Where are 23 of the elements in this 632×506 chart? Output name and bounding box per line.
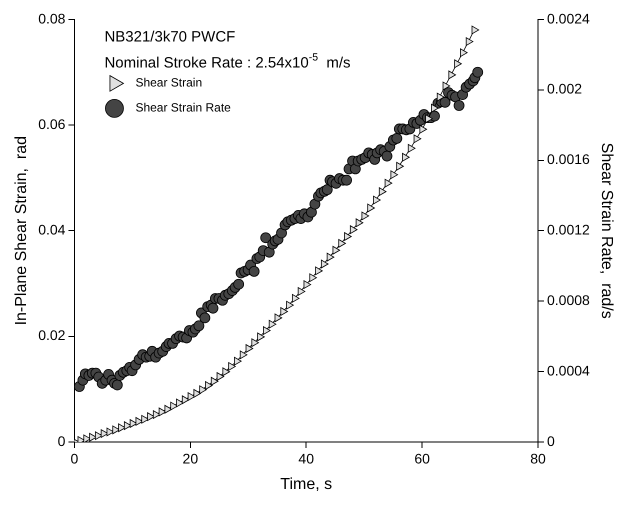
x-tick-label: 20 <box>182 450 198 466</box>
y2-tick-label: 0.0008 <box>546 292 590 308</box>
y-tick-label: 0.08 <box>38 10 66 26</box>
y2-tick-label: 0.002 <box>546 80 582 97</box>
y-tick-label: 0.04 <box>38 222 66 238</box>
x-tick-label: 80 <box>530 450 546 466</box>
y2-tick-label: 0.0016 <box>546 151 590 168</box>
x-tick-label: 40 <box>298 450 314 466</box>
legend-label: Shear Strain <box>135 76 202 90</box>
x-tick-label: 60 <box>414 450 430 466</box>
y-tick-label: 0.06 <box>38 116 66 132</box>
legend-label: Shear Strain Rate <box>135 100 232 115</box>
y-tick-label: 0.02 <box>38 327 66 344</box>
y2-tick-label: 0 <box>546 432 555 449</box>
y2-tick-label: 0.0012 <box>546 222 590 238</box>
y2-tick-label: 0.0004 <box>546 362 590 378</box>
y2-axis-title: Shear Strain Rate, rad/s <box>598 142 615 319</box>
x-axis-title: Time, s <box>280 476 332 493</box>
annotation: NB321/3k70 PWCF <box>104 28 236 46</box>
y2-tick-label: 0.0024 <box>546 10 590 26</box>
y-tick-label: 0 <box>58 432 66 449</box>
y-axis-title: In-Plane Shear Strain, rad <box>13 136 30 326</box>
x-tick-label: 0 <box>70 450 79 466</box>
